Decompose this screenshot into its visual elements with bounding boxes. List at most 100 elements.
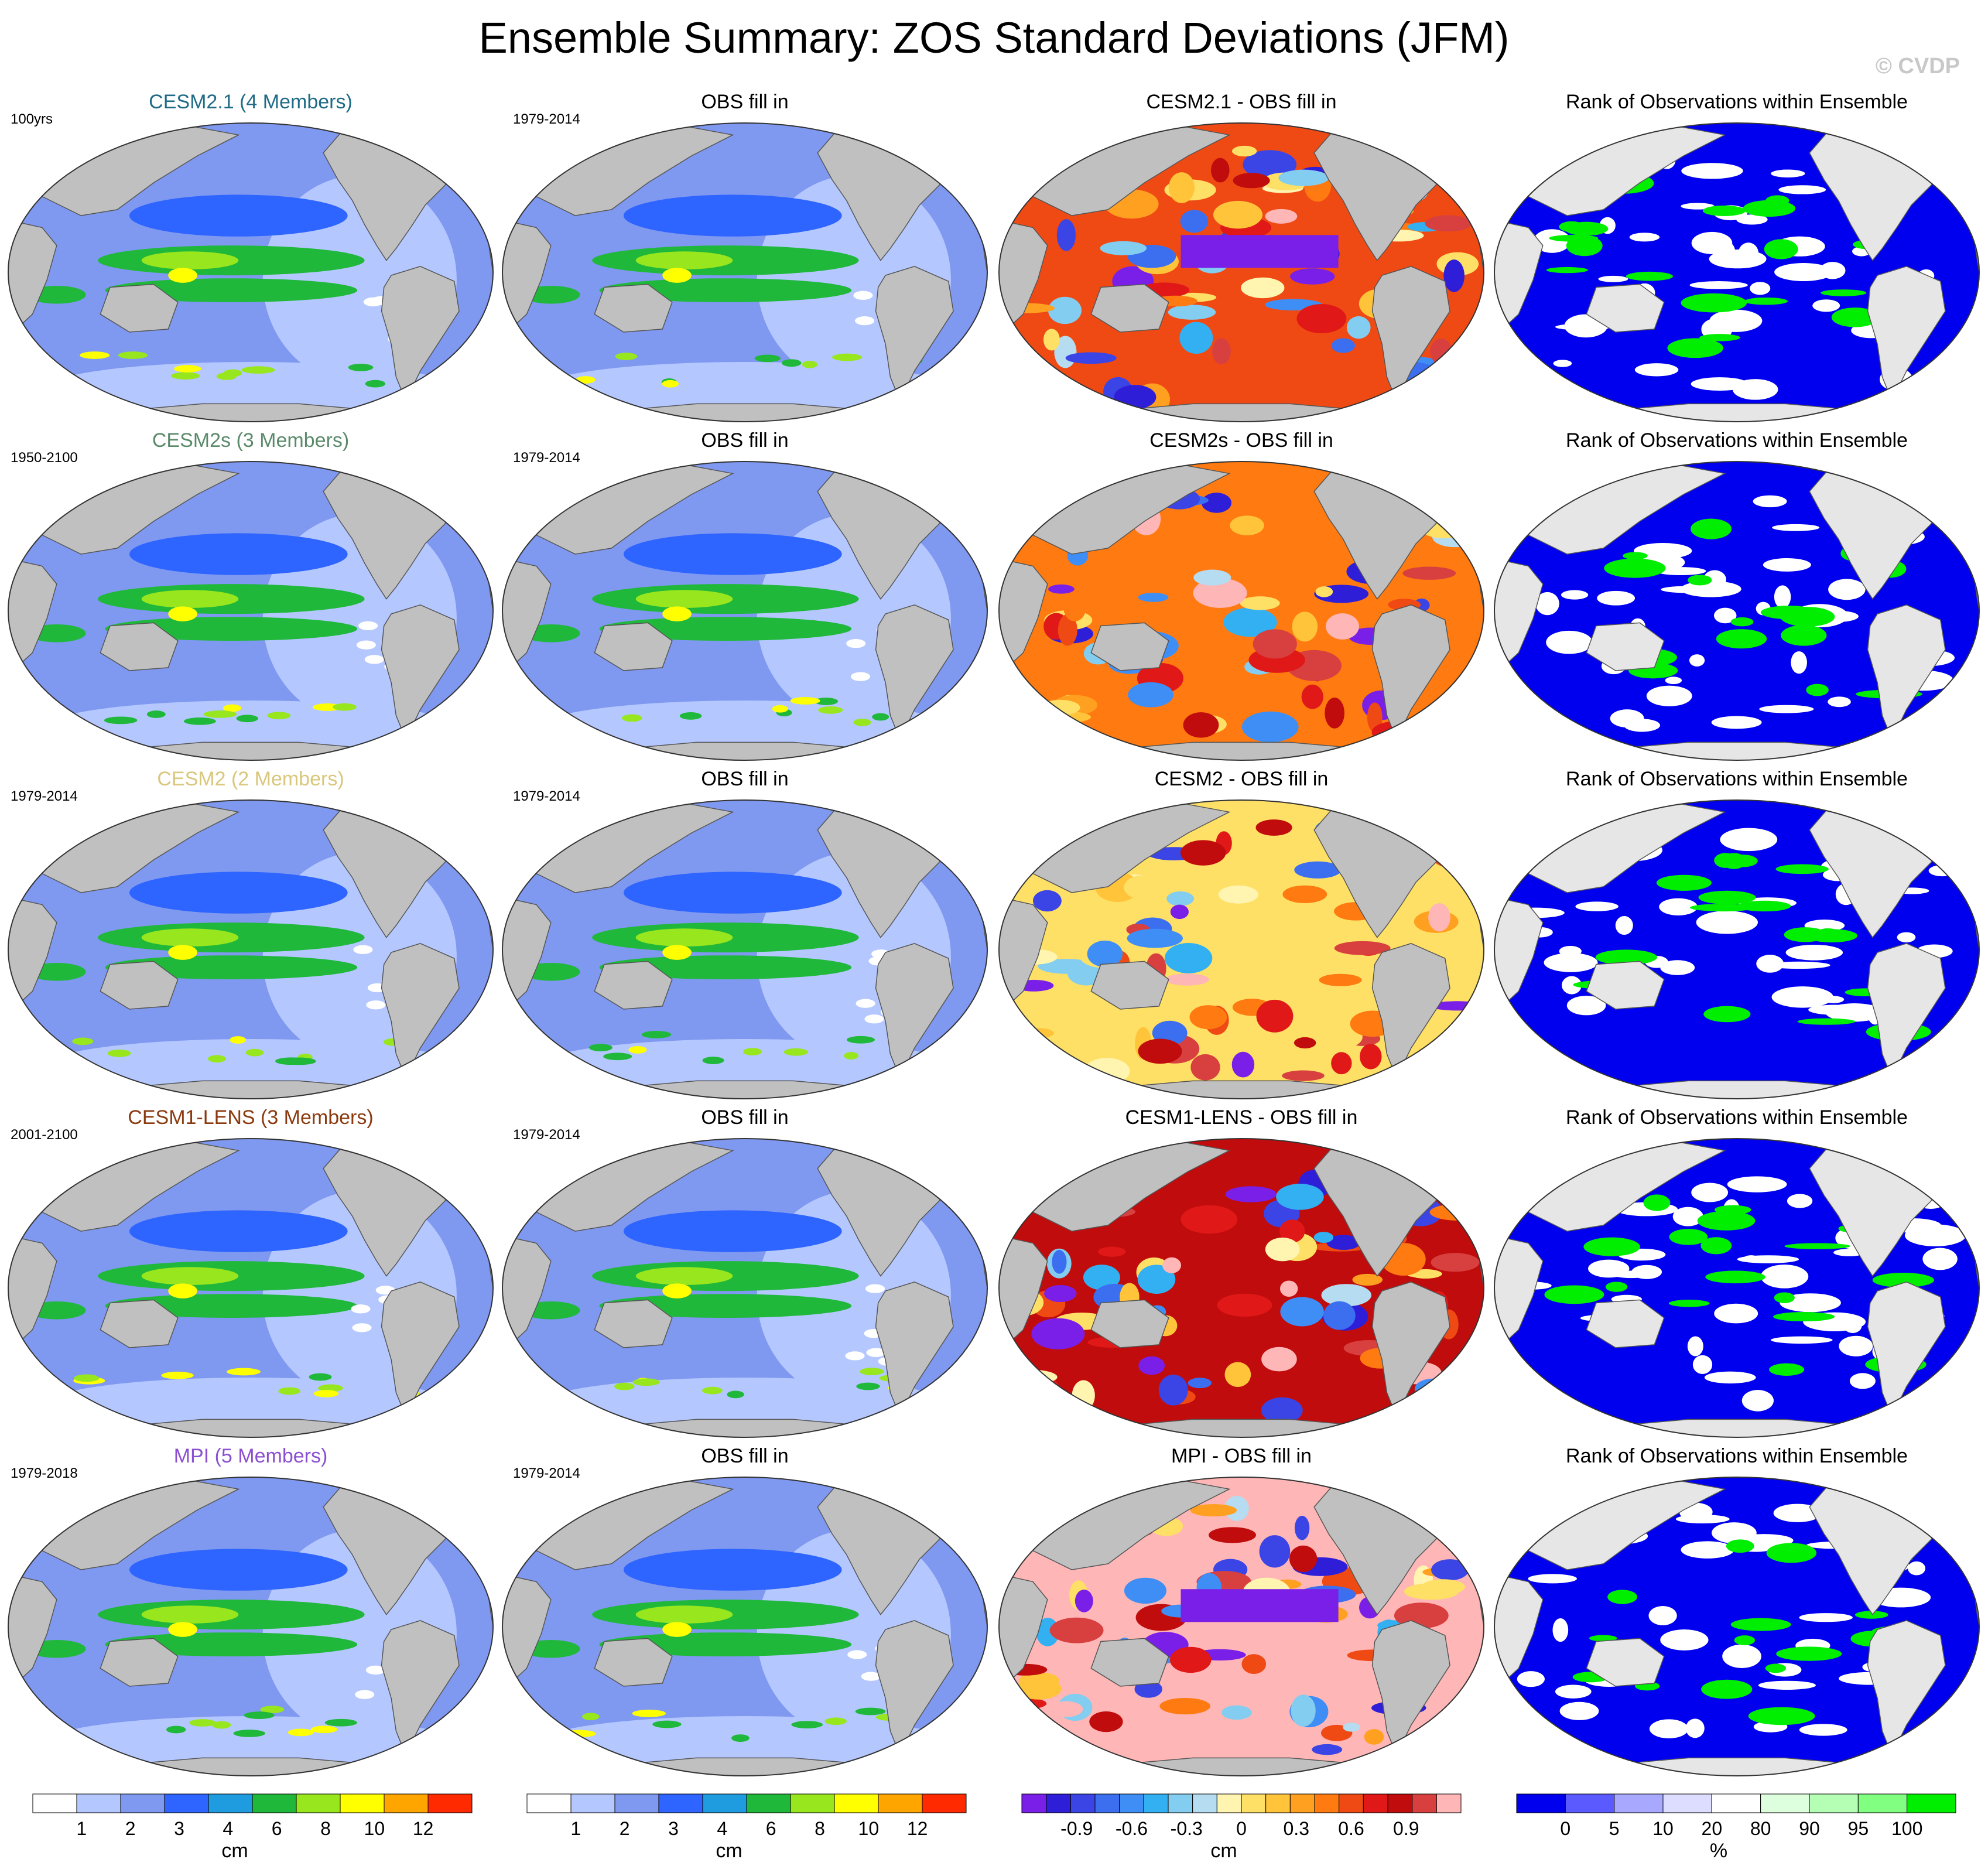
land-mass: [938, 479, 969, 507]
colorbar-tick-label: 4: [223, 1818, 233, 1839]
map-panel-std: [8, 462, 493, 760]
panel-title: Rank of Observations within Ensemble: [1566, 1106, 1908, 1129]
map-outline: [502, 461, 988, 761]
map-outline: [502, 122, 988, 422]
colorbar-swatch: [614, 1793, 659, 1813]
land-mass: [100, 961, 179, 1010]
map-panel-diff: [999, 462, 1484, 760]
period-label: 1979-2014: [513, 788, 580, 804]
colorbar-tick-label: 2: [620, 1818, 630, 1839]
colorbar-tick-label: 6: [766, 1818, 776, 1839]
colorbar-swatch: [1314, 1793, 1340, 1813]
colorbar-unit: cm: [716, 1840, 742, 1862]
map-outline: [1494, 799, 1980, 1099]
colorbar-tick-label: 6: [272, 1818, 282, 1839]
map-outline: [998, 1138, 1484, 1438]
panel-title: CESM1-LENS - OBS fill in: [1125, 1106, 1358, 1129]
colorbar-tick-label: 100: [1891, 1818, 1922, 1839]
colorbar-swatch: [1241, 1793, 1267, 1813]
land-mass: [1586, 1638, 1665, 1687]
panel-title: Rank of Observations within Ensemble: [1566, 91, 1908, 113]
colorbar-swatch: [1412, 1793, 1437, 1813]
colorbar-swatch: [526, 1793, 572, 1813]
colorbar-swatch: [1809, 1793, 1859, 1813]
panel-title: Rank of Observations within Ensemble: [1566, 429, 1908, 452]
colorbar-unit: cm: [1210, 1840, 1237, 1862]
period-label: 1979-2014: [513, 111, 580, 127]
map-outline: [998, 1477, 1484, 1776]
colorbar-tick-label: 5: [1609, 1818, 1620, 1839]
colorbar-tick-label: 3: [174, 1818, 184, 1839]
colorbar-swatch: [922, 1793, 967, 1813]
colorbar-swatch: [1363, 1793, 1388, 1813]
panel-title: CESM2s - OBS fill in: [1149, 429, 1333, 452]
cvdp-watermark: © CVDP: [1875, 54, 1960, 78]
colorbar-swatch: [658, 1793, 703, 1813]
map-outline: [1494, 1138, 1980, 1438]
map-outline: [502, 1138, 988, 1438]
colorbar-tick-label: 1: [76, 1818, 87, 1839]
colorbar-swatch: [1143, 1793, 1169, 1813]
colorbar-swatch: [1516, 1793, 1566, 1813]
land-mass: [1586, 961, 1665, 1010]
map-outline: [8, 461, 494, 761]
map-outline: [502, 799, 988, 1099]
land-mass: [1435, 1156, 1465, 1184]
period-label: 2001-2100: [11, 1127, 78, 1143]
map-panel-diff: [999, 1477, 1484, 1776]
colorbar-swatch: [878, 1793, 923, 1813]
colorbar-swatch: [834, 1793, 879, 1813]
colorbar-tick-label: 2: [125, 1818, 136, 1839]
colorbar-swatch: [76, 1793, 121, 1813]
colorbar-tick-label: 0.3: [1284, 1818, 1309, 1839]
map-panel-std: [8, 1477, 493, 1776]
land-mass: [444, 479, 474, 507]
panel-title: OBS fill in: [701, 429, 789, 452]
map-panel-std: [8, 800, 493, 1099]
colorbar-swatch: [1265, 1793, 1291, 1813]
panel-title: OBS fill in: [701, 1106, 789, 1129]
panel-title: MPI - OBS fill in: [1171, 1445, 1312, 1467]
colorbar-tick-label: 95: [1848, 1818, 1869, 1839]
colorbar-tick-label: 1: [570, 1818, 581, 1839]
colorbar-swatch: [1046, 1793, 1071, 1813]
map-panel-diff: [999, 800, 1484, 1099]
page-title: Ensemble Summary: ZOS Standard Deviation…: [478, 13, 1510, 62]
colorbar-tick-label: 12: [907, 1818, 928, 1839]
colorbar-swatch: [746, 1793, 791, 1813]
map-panel-std: [502, 123, 987, 422]
map-outline: [998, 461, 1484, 761]
colorbar-tick-label: 12: [413, 1818, 434, 1839]
panel-title: MPI (5 Members): [173, 1445, 328, 1467]
colorbar-swatch: [1565, 1793, 1615, 1813]
map-panel-std: [502, 1139, 987, 1437]
panel-title: CESM2 (2 Members): [157, 768, 344, 790]
land-mass: [594, 283, 673, 333]
colorbar-swatch: [296, 1793, 341, 1813]
land-mass: [100, 1299, 179, 1348]
map-panel-std: [502, 462, 987, 760]
colorbar-tick-label: 80: [1750, 1818, 1771, 1839]
map-outline: [998, 122, 1484, 422]
land-mass: [1090, 283, 1169, 333]
period-label: 1979-2014: [513, 1465, 580, 1481]
land-mass: [444, 1156, 474, 1184]
map-panel-diff: [999, 123, 1484, 422]
map-panel-std: [502, 1477, 987, 1776]
land-mass: [1090, 961, 1169, 1010]
colorbar-tick-label: 0.6: [1338, 1818, 1364, 1839]
map-panel-std: [502, 800, 987, 1099]
colorbar-swatch: [1614, 1793, 1664, 1813]
colorbar-swatch: [32, 1793, 77, 1813]
colorbar-swatch: [790, 1793, 835, 1813]
land-mass: [1435, 1494, 1465, 1523]
land-mass: [938, 817, 969, 846]
colorbar-swatch: [1021, 1793, 1047, 1813]
colorbar-swatch: [340, 1793, 385, 1813]
land-mass: [594, 1299, 673, 1348]
map-panel-rank: [1494, 1139, 1979, 1437]
land-mass: [1090, 622, 1169, 671]
colorbar-swatch: [384, 1793, 429, 1813]
period-label: 100yrs: [11, 111, 53, 127]
